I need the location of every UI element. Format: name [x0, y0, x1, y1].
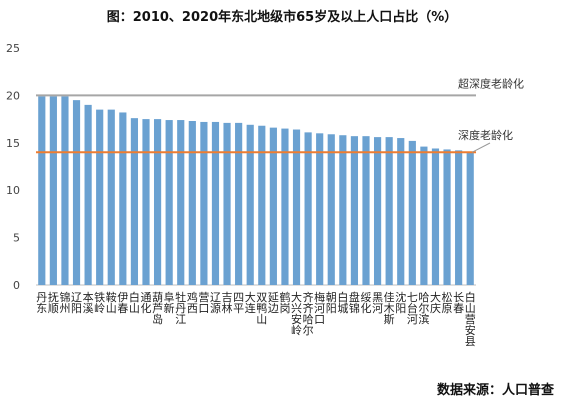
bar	[200, 121, 208, 285]
x-category-label: 白山营安县	[465, 290, 476, 348]
bar	[177, 120, 185, 285]
x-category-label: 白城	[337, 290, 348, 315]
x-category-label: 通化	[141, 291, 152, 315]
y-tick-label: 25	[6, 42, 20, 55]
bars	[38, 96, 474, 286]
bar	[49, 96, 57, 285]
bar	[385, 137, 393, 285]
bar	[304, 132, 312, 285]
x-category-label: 阜新	[164, 291, 175, 315]
x-axis-categories: 丹东抚顺锦州辽阳本溪铁岭鞍山伊春白山通化葫芦岛阜新牡丹江鸡西营口辽源吉林四平大连…	[36, 290, 475, 348]
bar	[362, 136, 370, 285]
x-category-label: 鸡西	[187, 290, 198, 315]
x-category-label: 哈尔滨	[418, 291, 429, 326]
y-tick-label: 15	[6, 137, 20, 150]
x-category-label: 营口	[198, 290, 209, 315]
bar	[38, 96, 46, 285]
bar	[350, 136, 359, 285]
bar	[223, 122, 231, 285]
x-category-label: 佳木斯	[384, 290, 395, 326]
bar	[327, 134, 335, 285]
bar	[246, 124, 254, 285]
x-category-label: 长春	[453, 291, 464, 315]
x-category-label: 延边	[268, 291, 279, 315]
bar	[61, 96, 69, 285]
x-category-label: 牡丹江	[175, 290, 186, 326]
bar	[443, 149, 451, 285]
x-category-label: 锦州	[59, 290, 70, 315]
x-category-label: 齐齐哈尔	[303, 290, 314, 337]
x-category-label: 抚顺	[48, 290, 59, 315]
x-category-label: 大兴安岭	[291, 290, 302, 337]
bar	[142, 119, 150, 285]
x-category-label: 大连	[245, 290, 256, 315]
bar	[269, 127, 277, 285]
x-category-label: 辽源	[210, 291, 221, 315]
x-category-label: 大庆	[430, 290, 441, 315]
bar	[258, 125, 266, 286]
x-category-label: 白山	[129, 290, 140, 315]
reference-leader	[471, 142, 491, 153]
x-category-label: 朝阳	[326, 291, 337, 315]
bar	[292, 129, 301, 285]
bar	[235, 122, 243, 285]
bar	[84, 104, 92, 285]
bar	[455, 150, 463, 285]
x-category-label: 黑河	[372, 291, 383, 315]
x-category-label: 葫芦岛	[152, 291, 163, 326]
bar	[281, 128, 289, 285]
x-category-label: 沈阳	[395, 290, 406, 315]
bar	[339, 135, 347, 285]
x-category-label: 丹东	[36, 291, 47, 315]
x-category-label: 鞍山	[106, 290, 117, 315]
x-category-label: 绥化	[361, 291, 372, 315]
y-tick-label: 0	[13, 279, 20, 292]
x-category-label: 伊春	[117, 291, 128, 315]
bar	[188, 121, 196, 285]
x-category-label: 双鸭山	[256, 291, 267, 326]
source-note: 数据来源：人口普查	[436, 383, 554, 398]
bar	[211, 121, 220, 285]
bar	[420, 146, 428, 285]
bar	[373, 137, 382, 285]
x-category-label: 盘锦	[349, 290, 360, 315]
x-category-label: 梅河口	[314, 290, 325, 326]
chart-title: 图：2010、2020年东北地级市65岁及以上人口占比（%）	[106, 10, 458, 25]
y-tick-label: 5	[13, 232, 20, 245]
bar	[316, 133, 324, 285]
reference-label: 深度老龄化	[458, 128, 513, 142]
bar	[96, 109, 104, 286]
x-category-label: 吉林	[222, 291, 233, 315]
x-category-label: 铁岭	[94, 291, 105, 315]
x-category-label: 鹤岗	[279, 290, 290, 315]
x-category-label: 松原	[442, 290, 453, 315]
y-tick-label: 10	[6, 184, 20, 197]
bar	[431, 148, 440, 285]
bar	[466, 152, 474, 285]
bar	[72, 100, 81, 285]
reference-label: 超深度老龄化	[458, 76, 524, 90]
x-category-label: 本溪	[83, 290, 94, 315]
bar	[397, 138, 405, 285]
bar	[107, 109, 115, 286]
x-category-label: 七台河	[407, 291, 418, 326]
bar	[165, 120, 173, 285]
x-category-label: 辽阳	[71, 291, 82, 315]
bar	[408, 140, 416, 285]
y-tick-label: 20	[6, 89, 20, 102]
bar	[130, 118, 139, 286]
bar	[153, 119, 162, 285]
x-category-label: 四平	[233, 291, 244, 315]
bar	[119, 112, 127, 286]
